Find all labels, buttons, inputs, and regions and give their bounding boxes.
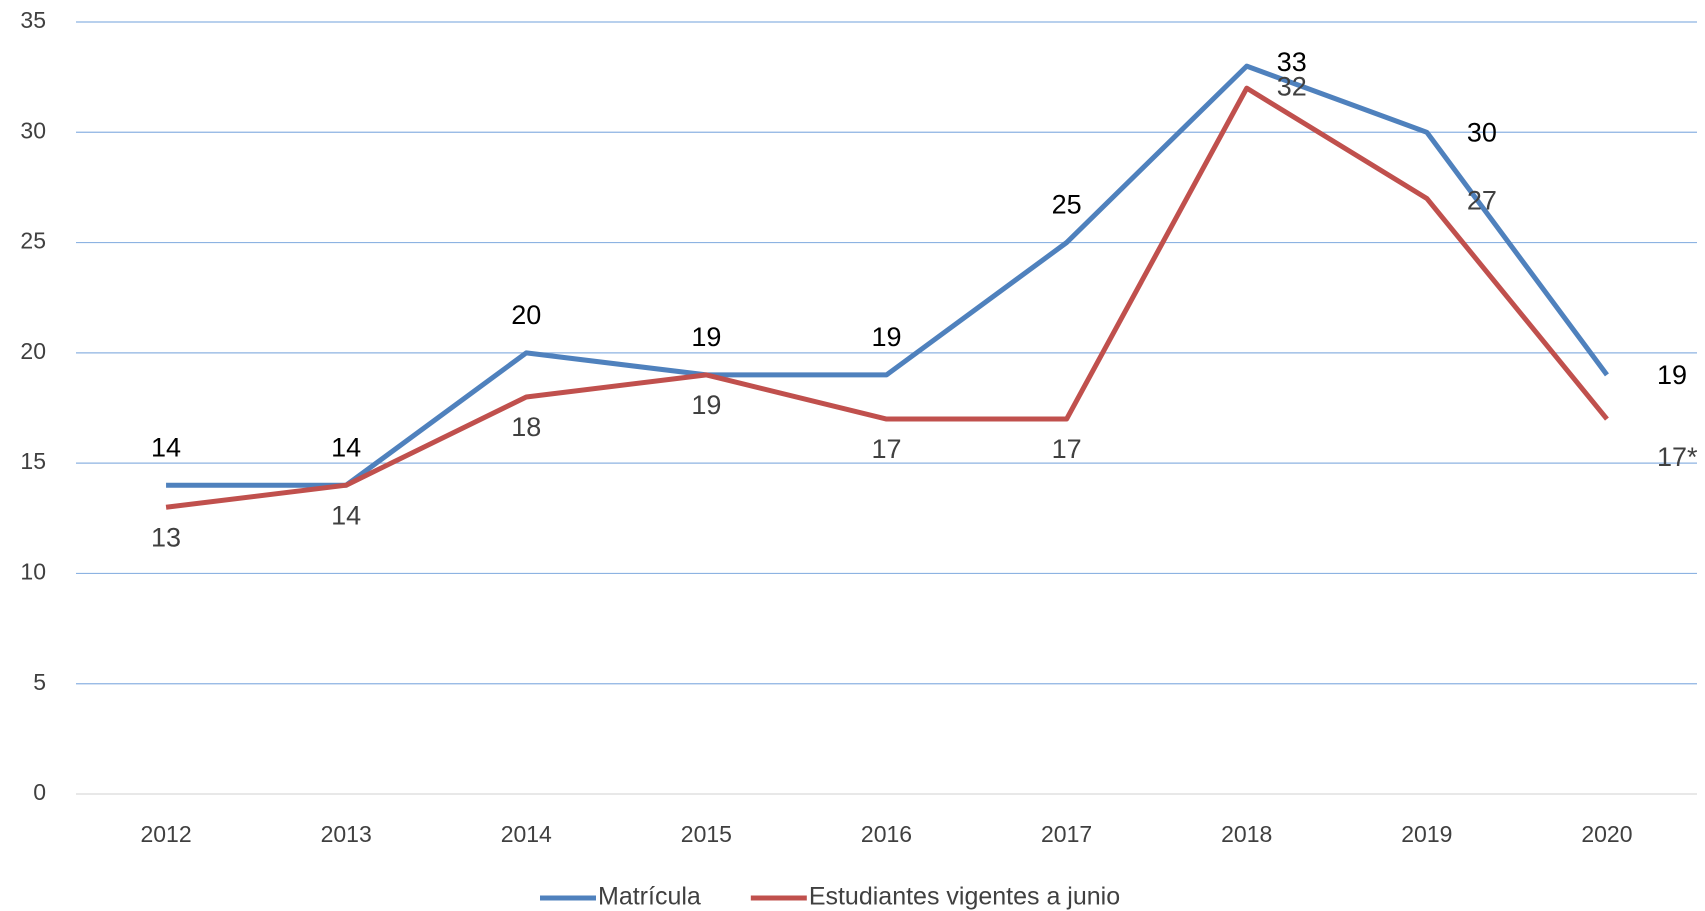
x-tick-label: 2013: [321, 821, 372, 847]
data-label: 14: [151, 432, 181, 462]
x-tick-label: 2017: [1041, 821, 1092, 847]
y-tick-label: 0: [33, 779, 46, 805]
x-tick-label: 2019: [1401, 821, 1452, 847]
data-label: 19: [691, 322, 721, 352]
data-label: 25: [1052, 190, 1082, 220]
data-label: 20: [511, 300, 541, 330]
y-tick-label: 15: [20, 448, 46, 474]
series-line: [165, 85, 1609, 510]
data-label: 19: [871, 322, 901, 352]
data-label: 13: [151, 522, 181, 552]
y-tick-label: 30: [20, 117, 46, 143]
data-label: 27: [1467, 186, 1497, 216]
legend-label: Estudiantes vigentes a junio: [809, 883, 1120, 911]
x-tick-label: 2016: [861, 821, 912, 847]
data-label: 17: [1052, 434, 1082, 464]
data-label: 30: [1467, 117, 1497, 147]
data-label: 19: [1657, 360, 1687, 390]
x-tick-label: 2014: [501, 821, 552, 847]
y-tick-label: 35: [20, 7, 46, 33]
data-label: 14: [331, 432, 361, 462]
data-label: 18: [511, 412, 541, 442]
x-tick-label: 2018: [1221, 821, 1272, 847]
data-label: 32: [1277, 71, 1307, 101]
series-line: [166, 63, 1609, 488]
data-label: 17*: [1657, 442, 1698, 472]
data-label: 33: [1277, 47, 1307, 77]
legend-label: Matrícula: [598, 883, 701, 911]
y-tick-label: 20: [20, 338, 46, 364]
y-tick-label: 5: [33, 669, 46, 695]
x-tick-label: 2015: [681, 821, 732, 847]
data-label: 19: [691, 390, 721, 420]
y-tick-label: 10: [20, 559, 46, 585]
data-label: 14: [331, 500, 361, 530]
y-tick-label: 25: [20, 228, 46, 254]
data-label: 17: [871, 434, 901, 464]
x-tick-label: 2012: [140, 821, 191, 847]
x-tick-label: 2020: [1581, 821, 1632, 847]
